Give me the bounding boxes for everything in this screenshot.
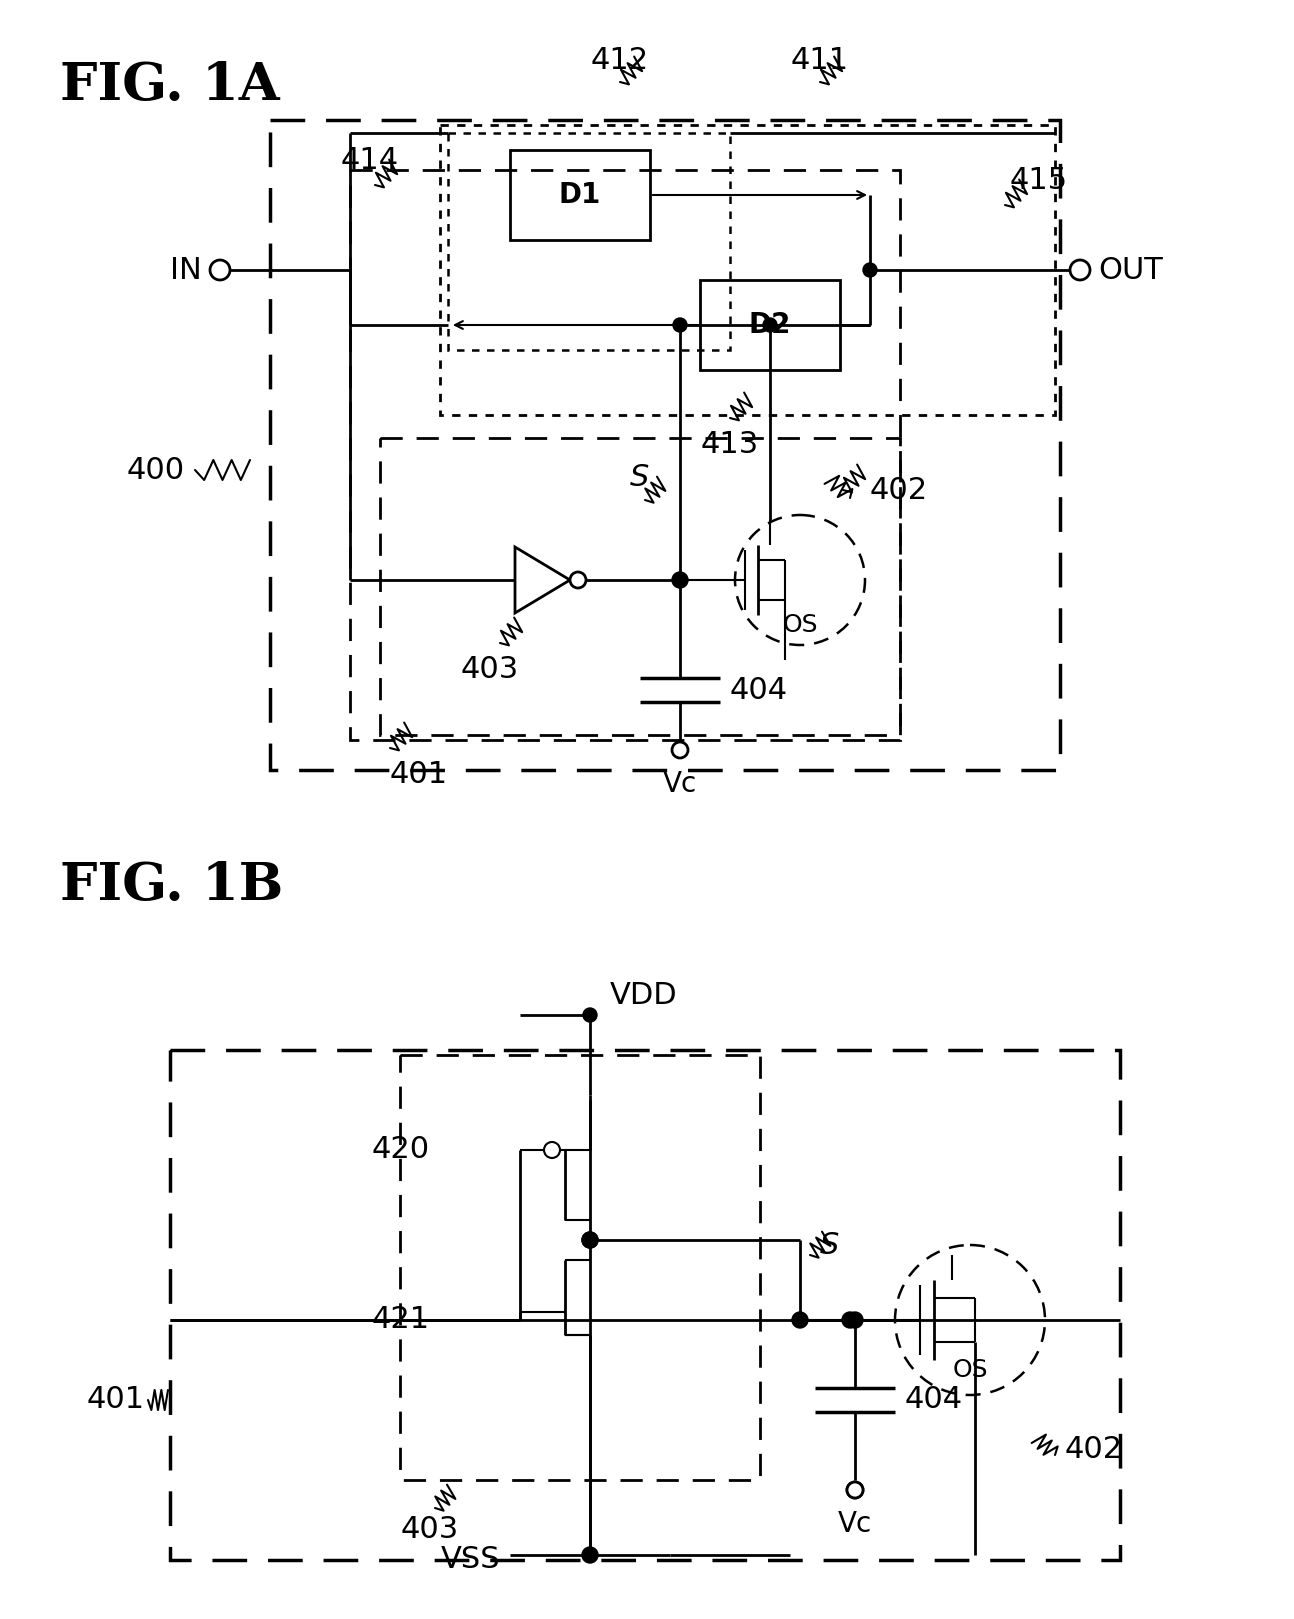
Text: 402: 402 <box>1065 1436 1123 1465</box>
Bar <box>400 1056 760 1480</box>
Bar <box>349 170 901 740</box>
Circle shape <box>792 1311 807 1328</box>
Text: 415: 415 <box>1011 167 1068 194</box>
Bar <box>380 439 901 735</box>
Bar <box>170 1051 1121 1561</box>
Bar <box>270 120 1060 771</box>
Text: OUT: OUT <box>1099 256 1163 285</box>
Circle shape <box>582 1232 598 1248</box>
Text: FIG. 1B: FIG. 1B <box>60 860 283 911</box>
Text: 402: 402 <box>870 476 928 505</box>
Circle shape <box>848 1481 863 1498</box>
Text: 413: 413 <box>701 431 760 460</box>
Text: 420: 420 <box>371 1135 430 1164</box>
Text: 400: 400 <box>127 455 185 484</box>
Text: 403: 403 <box>461 656 519 683</box>
Text: S: S <box>630 463 650 492</box>
Text: D2: D2 <box>749 311 791 338</box>
Circle shape <box>582 1548 598 1562</box>
Text: OS: OS <box>952 1358 987 1383</box>
Text: 414: 414 <box>340 146 399 175</box>
Circle shape <box>863 262 877 277</box>
Text: 403: 403 <box>401 1515 459 1545</box>
Text: S: S <box>820 1230 840 1260</box>
Bar <box>510 151 650 240</box>
Bar <box>440 125 1055 414</box>
Circle shape <box>672 572 688 588</box>
Circle shape <box>763 317 776 332</box>
Circle shape <box>584 1009 597 1022</box>
Bar <box>700 280 840 371</box>
Circle shape <box>1070 261 1090 280</box>
Text: 404: 404 <box>730 675 788 704</box>
Text: Vc: Vc <box>663 771 697 798</box>
Bar <box>448 133 730 350</box>
Text: IN: IN <box>171 256 202 285</box>
Text: OS: OS <box>783 614 818 636</box>
Text: 401: 401 <box>389 759 448 788</box>
Text: 411: 411 <box>791 45 849 74</box>
Circle shape <box>848 1481 863 1498</box>
Circle shape <box>543 1141 560 1158</box>
Text: 421: 421 <box>371 1305 430 1334</box>
Circle shape <box>673 317 687 332</box>
Text: VDD: VDD <box>609 981 678 1010</box>
Text: D1: D1 <box>559 181 602 209</box>
Circle shape <box>582 1232 598 1248</box>
Text: 404: 404 <box>905 1386 963 1415</box>
Circle shape <box>672 742 688 758</box>
Circle shape <box>848 1311 863 1328</box>
Text: 401: 401 <box>87 1386 145 1415</box>
Circle shape <box>569 572 586 588</box>
Text: VSS: VSS <box>440 1546 499 1575</box>
Circle shape <box>842 1311 858 1328</box>
Text: Vc: Vc <box>839 1511 872 1538</box>
Circle shape <box>210 261 230 280</box>
Text: 412: 412 <box>591 45 650 74</box>
Text: FIG. 1A: FIG. 1A <box>60 60 280 112</box>
